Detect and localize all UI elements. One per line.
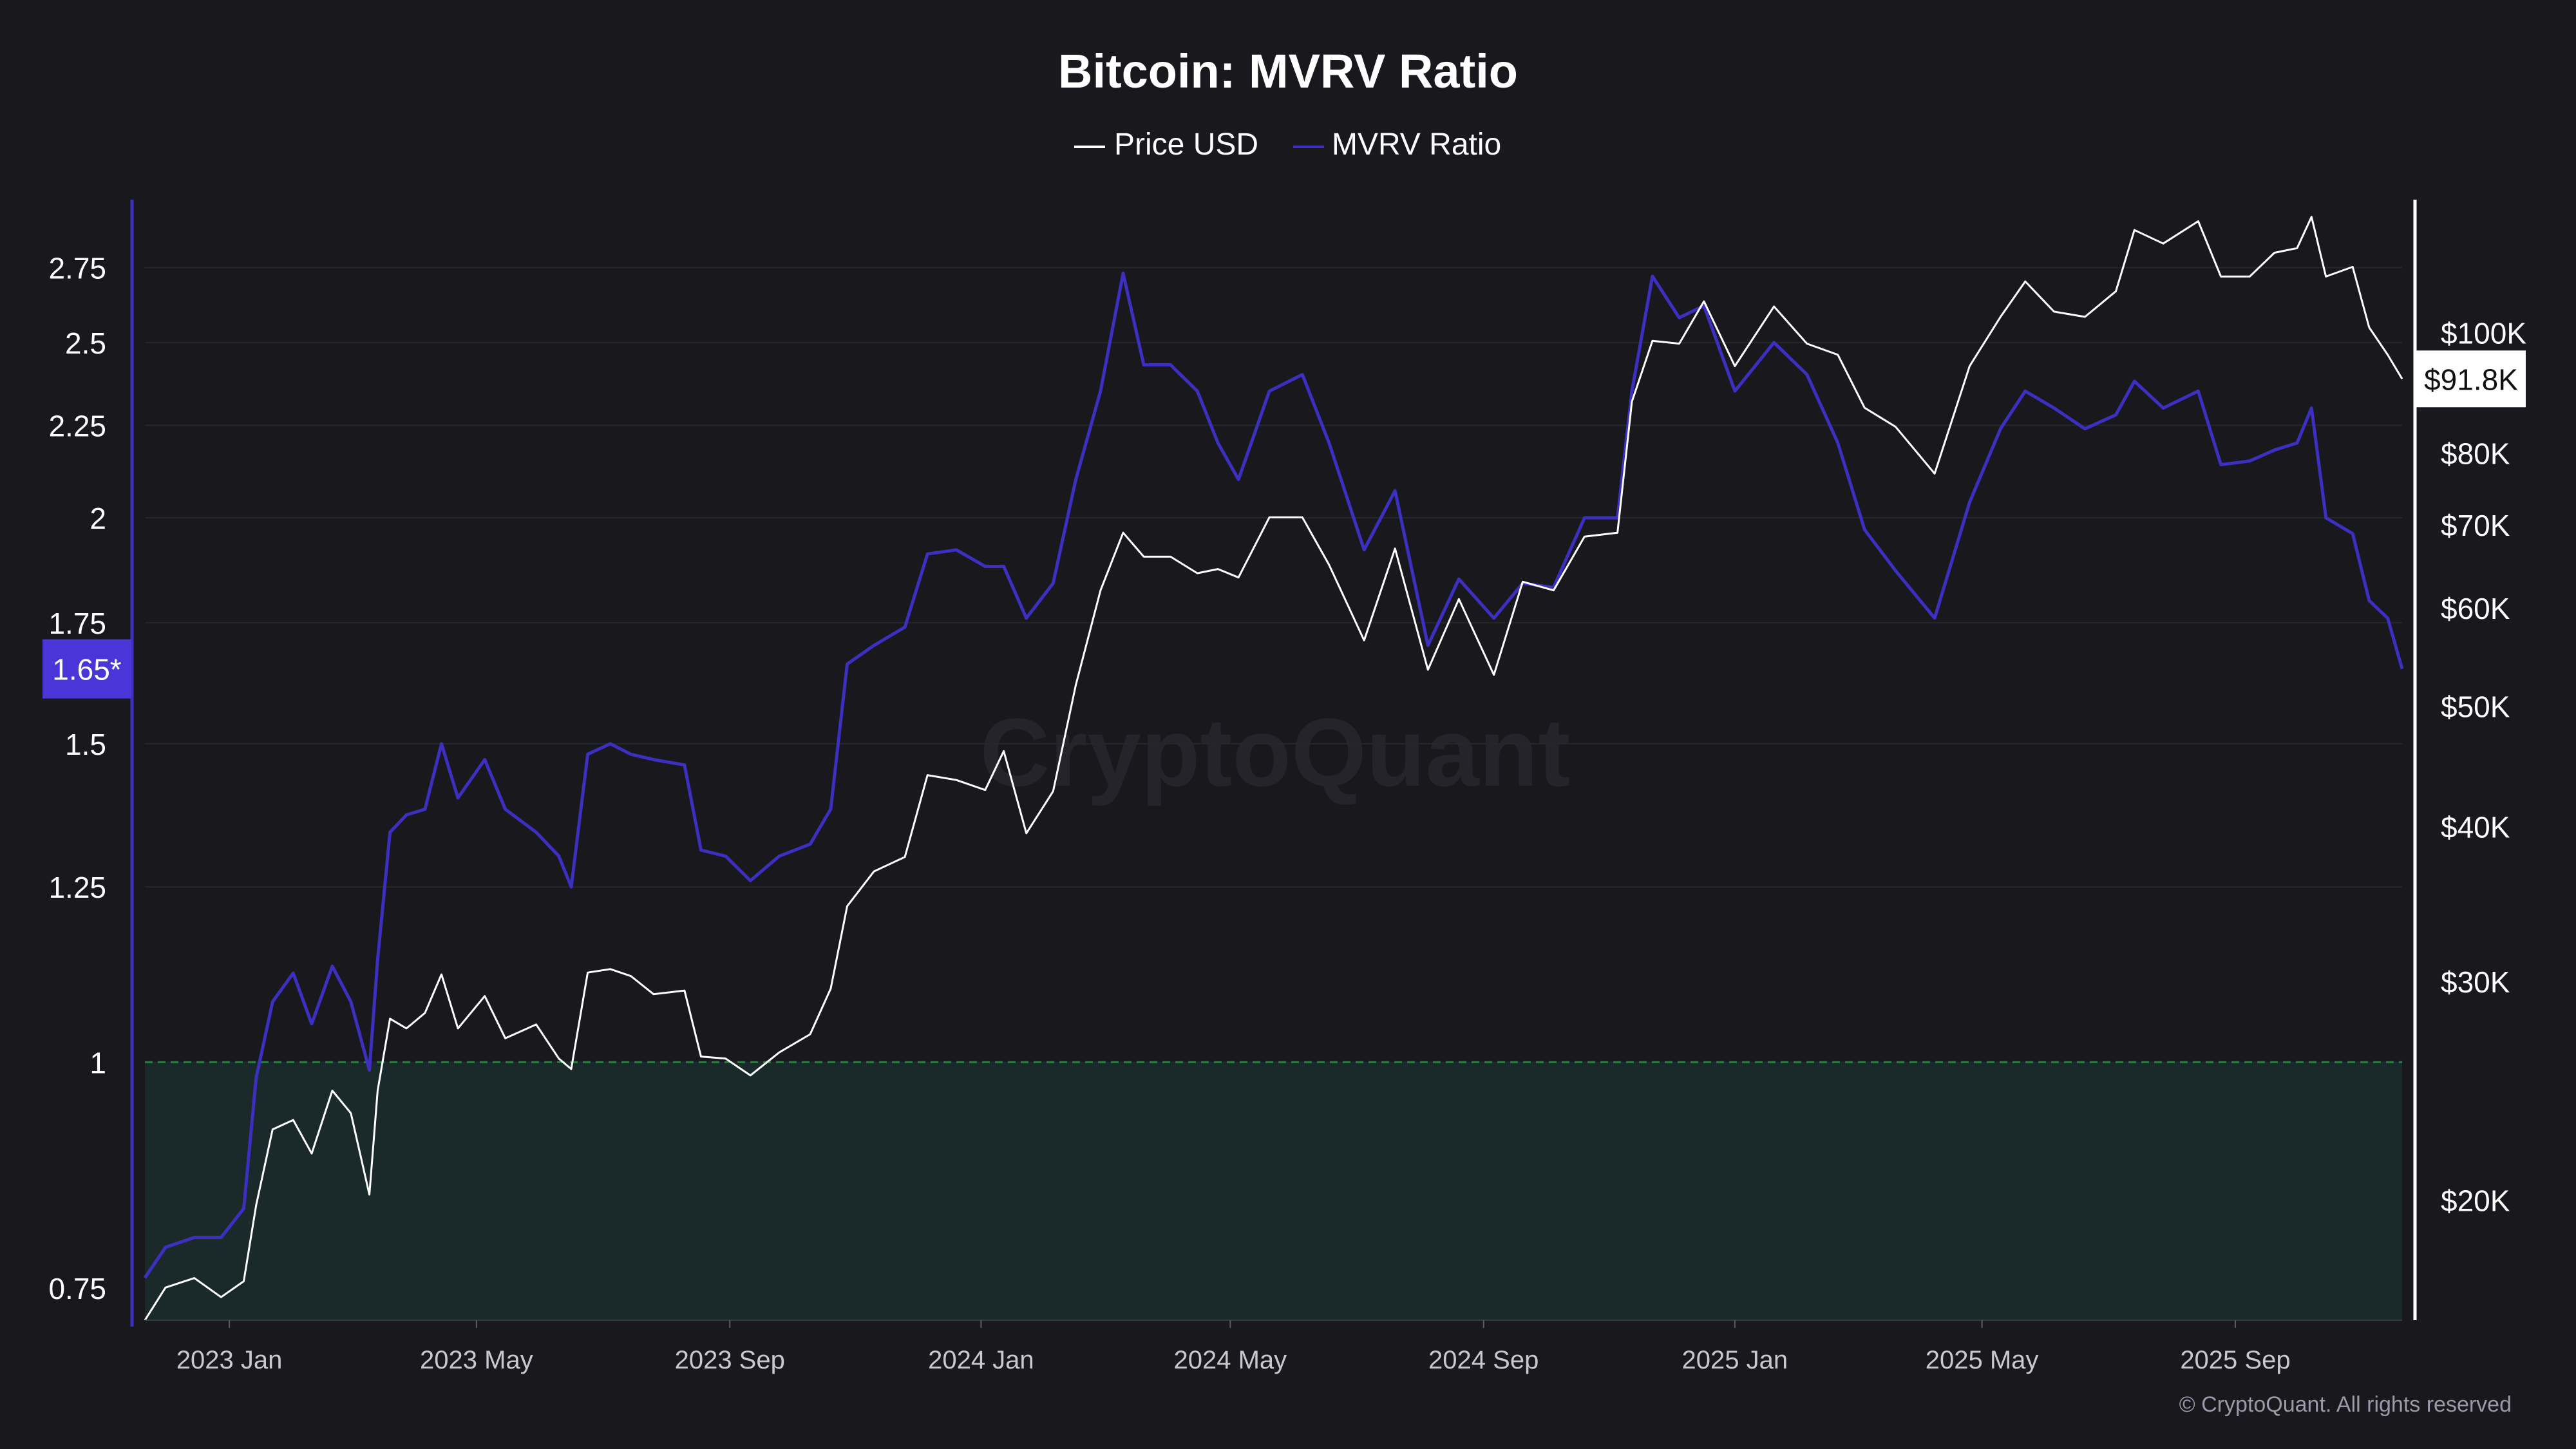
y-left-tick-label-1: 1 [90,1046,106,1079]
mvrv-ratio-line [143,272,2404,1279]
mvrv-current-value: 1.65* [52,653,122,687]
legend-label-price: Price USD [1114,128,1258,162]
x-tick-label-0: 2023 Jan [176,1346,283,1374]
x-tick-label-4: 2024 May [1174,1346,1287,1374]
y-left-tick-label-4: 1.75 [48,607,106,640]
chart-title: Bitcoin: MVRV Ratio [1058,44,1518,98]
x-tick-label-5: 2024 Sep [1428,1346,1539,1374]
y-left-tick-label-5: 2 [90,502,106,535]
y-left-tick-label-0: 0.75 [48,1272,106,1305]
y-right-tick-label-7: $100K [2441,317,2526,350]
price-usd-line [144,216,2403,1321]
x-tick-label-7: 2025 May [1926,1346,2039,1374]
y-left-tick-label-6: 2.25 [48,409,106,442]
undervalued-zone [145,1061,2402,1320]
legend: Price USD MVRV Ratio [1074,128,1501,162]
y-left-tick-label-2: 1.25 [48,871,106,904]
mvrv-current-badge [43,639,131,699]
legend-label-mvrv: MVRV Ratio [1332,128,1501,162]
y-right-tick-label-3: $50K [2441,690,2510,724]
y-left-tick-label-3: 1.5 [65,728,106,761]
x-tick-label-8: 2025 Sep [2180,1346,2290,1374]
watermark: CryptoQuant [980,698,1571,806]
legend-item-price[interactable]: Price USD [1074,128,1258,162]
price-current-value: $91.8K [2424,363,2518,396]
x-tick-label-2: 2023 Sep [675,1346,785,1374]
x-tick-label-6: 2025 Jan [1682,1346,1788,1374]
y-left-tick-label-7: 2.5 [65,327,106,360]
y-right-tick-label-2: $40K [2441,810,2510,844]
x-tick-label-1: 2023 May [420,1346,533,1374]
below-one-zone [145,1062,2402,1320]
y-right-tick-label-6: $80K [2441,437,2510,470]
price-current-badge [2416,350,2526,408]
x-tick-label-3: 2024 Jan [928,1346,1034,1374]
legend-item-mvrv[interactable]: MVRV Ratio [1293,128,1501,162]
axes: 0.75 1 1.25 1.5 1.75 2 2.25 2.5 2.75 $20K $30K $40K… [43,200,2526,1374]
series-layer [143,216,2404,1321]
y-right-tick-label-1: $30K [2441,965,2510,999]
y-right-tick-label-4: $60K [2441,592,2510,625]
y-right-tick-label-0: $20K [2441,1184,2510,1217]
copyright-footer: © CryptoQuant. All rights reserved [2179,1392,2512,1417]
y-left-tick-label-8: 2.75 [48,252,106,285]
y-right-tick-label-5: $70K [2441,509,2510,542]
